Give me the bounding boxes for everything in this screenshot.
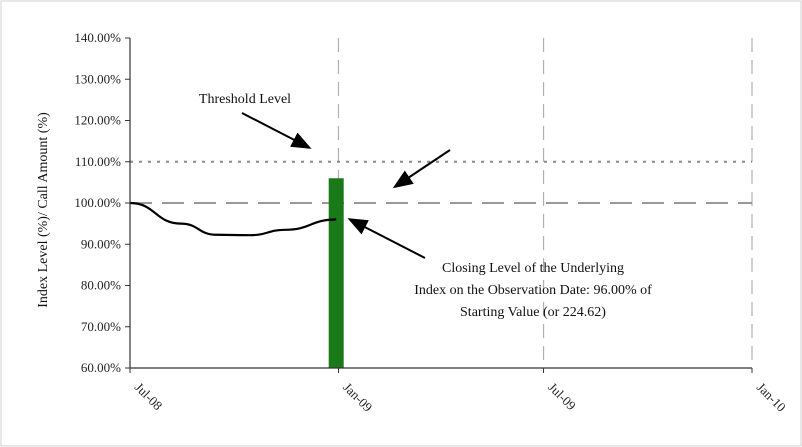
x-tick-labels: Jul-08 Jan-09 Jul-09 Jan-10	[132, 380, 789, 415]
y-tick-label-60: 60.00%	[81, 360, 121, 375]
lines	[129, 201, 337, 237]
threshold-arrow	[241, 112, 312, 149]
y-tick-label-140: 140.00%	[74, 30, 121, 45]
bar-observation-date	[328, 178, 344, 368]
y-tick-label-120: 120.00%	[74, 113, 121, 128]
annotation-closing-level-line-1: Closing Level of the Underlying	[442, 261, 624, 276]
annotations: Threshold Level Closing Level of the Und…	[199, 92, 652, 320]
annotation-threshold-level: Threshold Level	[199, 92, 291, 107]
index-level-line	[129, 201, 337, 237]
annotation-closing-level-line-2: Index on the Observation Date: 96.00% of	[414, 283, 652, 298]
reference-lines	[130, 160, 752, 204]
y-tick-label-80: 80.00%	[81, 278, 121, 293]
y-tick-label-90: 90.00%	[81, 236, 121, 251]
y-tick-label-70: 70.00%	[81, 319, 121, 334]
x-tick-label-Jan-09: Jan-09	[340, 380, 375, 415]
x-tick-label-Jul-08: Jul-08	[132, 380, 166, 414]
y-tick-label-110: 110.00%	[75, 154, 121, 169]
y-tick-label-100: 100.00%	[74, 195, 121, 210]
closing-level-arrow	[347, 218, 426, 259]
axes	[125, 37, 753, 373]
y-tick-label-130: 130.00%	[74, 71, 121, 86]
bars	[328, 178, 344, 368]
x-tick-label-Jan-10: Jan-10	[754, 380, 789, 415]
y-axis-label: Index Level (%)/ Call Amount (%)	[36, 112, 51, 308]
x-tick-label-Jul-09: Jul-09	[545, 380, 579, 414]
reference-arrow	[392, 149, 451, 189]
annotation-closing-level-line-3: Starting Value (or 224.62)	[460, 305, 606, 320]
y-tick-labels: 60.00% 70.00% 80.00% 90.00% 100.00% 110.00% 12…	[74, 30, 121, 375]
